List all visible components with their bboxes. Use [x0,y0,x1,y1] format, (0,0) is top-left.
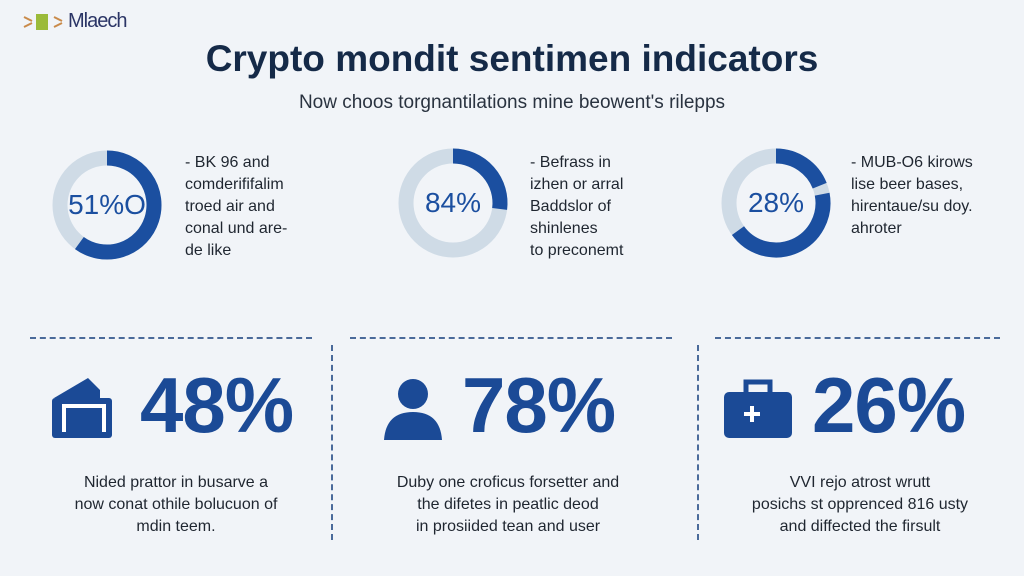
note-line: shinlenes [530,220,598,237]
note-line: ahroter [851,220,902,237]
donut-value-label: 28% [747,187,805,218]
note-line: lise beer bases, [851,176,964,193]
divider [697,345,699,540]
description-line: now conat othile bolucuon of [74,496,278,513]
note-line: Baddslor of [530,198,611,215]
donut-segment [775,148,827,189]
stat-description: Duby one croficus forsetter and the difet… [358,472,658,538]
note-line: - MUB-O6 kirows [851,154,973,171]
donut-note: - Befrass in izhen or arral Baddslor of shi… [530,152,623,262]
note-line: hirentaue/su doy. [851,198,973,215]
donut-chart: 28% [716,143,836,268]
donut-value-label: 84% [424,187,482,218]
description-line: Duby one croficus forsetter and [396,474,620,491]
stat-value: 26% [812,361,966,449]
description-line: and diffected the firsult [779,518,941,535]
note-line: izhen or arral [530,176,624,193]
stat-value: 78% [462,361,616,449]
stat-description: Nided prattor in busarve a now conat othi… [26,472,326,538]
note-line: - BK 96 and [185,154,270,171]
logo-text: Mlaech [68,10,127,32]
donut-value-label: 51%O [68,189,146,220]
page-subtitle: Now choos torgnantilations mine beowent'… [298,92,726,113]
user-icon [378,372,448,447]
divider [350,337,672,339]
donut-note: - BK 96 and comderififalim troed air and co… [185,152,287,262]
donut-note: - MUB-O6 kirows lise beer bases, hirentaue… [851,152,973,240]
donut-chart: 51%O [47,145,167,270]
description-line: mdin teem. [136,518,216,535]
divider [30,337,312,339]
description-line: in prosiided tean and user [415,518,601,535]
note-line: conal und are- [185,220,288,237]
medical-bag-icon [720,372,796,447]
donut-chart: 84% [393,143,513,268]
page-title: Crypto mondit sentimen indicators [205,38,819,79]
description-line: posichs st opprenced 816 usty [751,496,969,513]
note-line: troed air and [185,198,275,215]
wallet-icon [48,372,118,447]
stat-value: 48% [140,361,294,449]
divider [715,337,1000,339]
donut-segment [731,192,831,258]
donut-segment [452,148,508,210]
note-line: comderififalim [185,176,284,193]
description-line: the difetes in peatlic deod [417,496,599,513]
divider [331,345,333,540]
description-line: VVI rejo atrost wrutt [789,474,931,491]
logo-icon [23,13,63,30]
logo: Mlaech [22,10,127,33]
stat-description: VVI rejo atrost wrutt posichs st opprence… [710,472,1010,538]
description-line: Nided prattor in busarve a [83,474,269,491]
donut-segment [74,150,162,260]
note-line: - Befrass in [530,154,611,171]
note-line: de like [185,242,232,259]
note-line: to preconemt [530,242,624,259]
